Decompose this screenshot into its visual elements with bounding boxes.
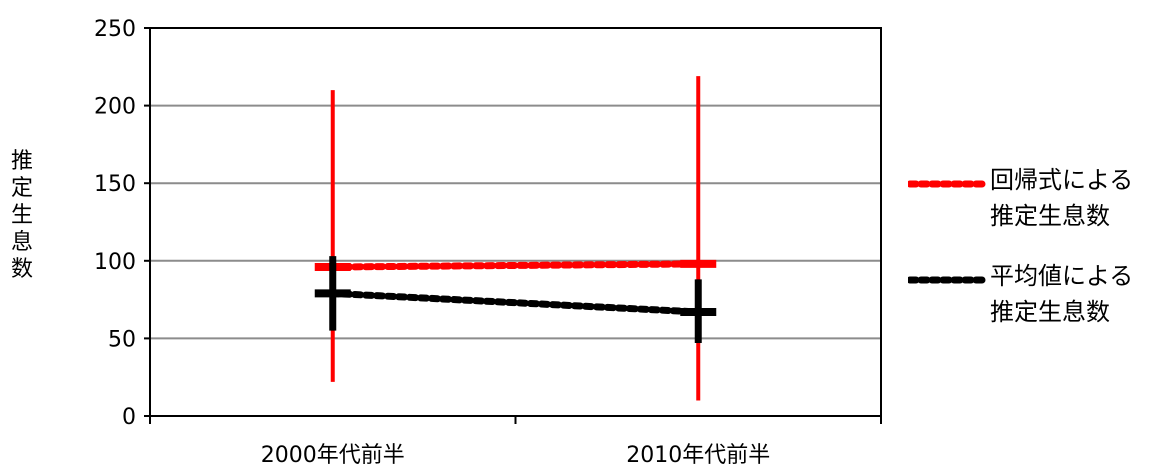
y-axis-label-char: 数	[10, 257, 33, 282]
x-tick-label: 2000年代前半	[261, 443, 405, 464]
y-axis-label-char: 定	[10, 176, 33, 201]
y-tick-label: 150	[94, 172, 136, 197]
y-tick-label: 50	[108, 327, 136, 352]
y-axis-label-char: 息	[10, 230, 33, 255]
y-axis-label: 推定生息数	[8, 148, 36, 283]
y-axis-label-char: 生	[10, 203, 33, 228]
axes	[144, 27, 882, 424]
series-regression	[314, 76, 717, 401]
y-tick-label: 250	[94, 17, 136, 42]
series-layer	[314, 76, 717, 401]
y-tick-label: 100	[94, 250, 136, 275]
series-line	[329, 289, 702, 316]
y-axis-label-char: 推	[10, 149, 33, 174]
plot-area-border	[149, 27, 882, 417]
grid-lines	[150, 104, 881, 340]
y-tick-label: 200	[94, 95, 136, 120]
series-line	[329, 260, 702, 271]
x-tick-label: 2010年代前半	[626, 443, 770, 464]
legend-item-regression: 回帰式による 推定生息数	[908, 162, 1158, 258]
legend-item-average: 平均値による 推定生息数	[908, 258, 1158, 354]
legend-swatch-average	[908, 276, 988, 284]
y-tick-label: 0	[122, 405, 136, 430]
legend-label-regression: 回帰式による 推定生息数	[990, 166, 1134, 230]
legend-swatch-regression	[908, 180, 988, 188]
tick-labels: 0 50 100 150 200 250 2000年代前半 2010年代前半	[94, 17, 770, 464]
legend: 回帰式による 推定生息数 平均値による 推定生息数	[908, 162, 1158, 354]
series-average	[314, 256, 717, 344]
legend-label-average: 平均値による 推定生息数	[990, 262, 1134, 326]
